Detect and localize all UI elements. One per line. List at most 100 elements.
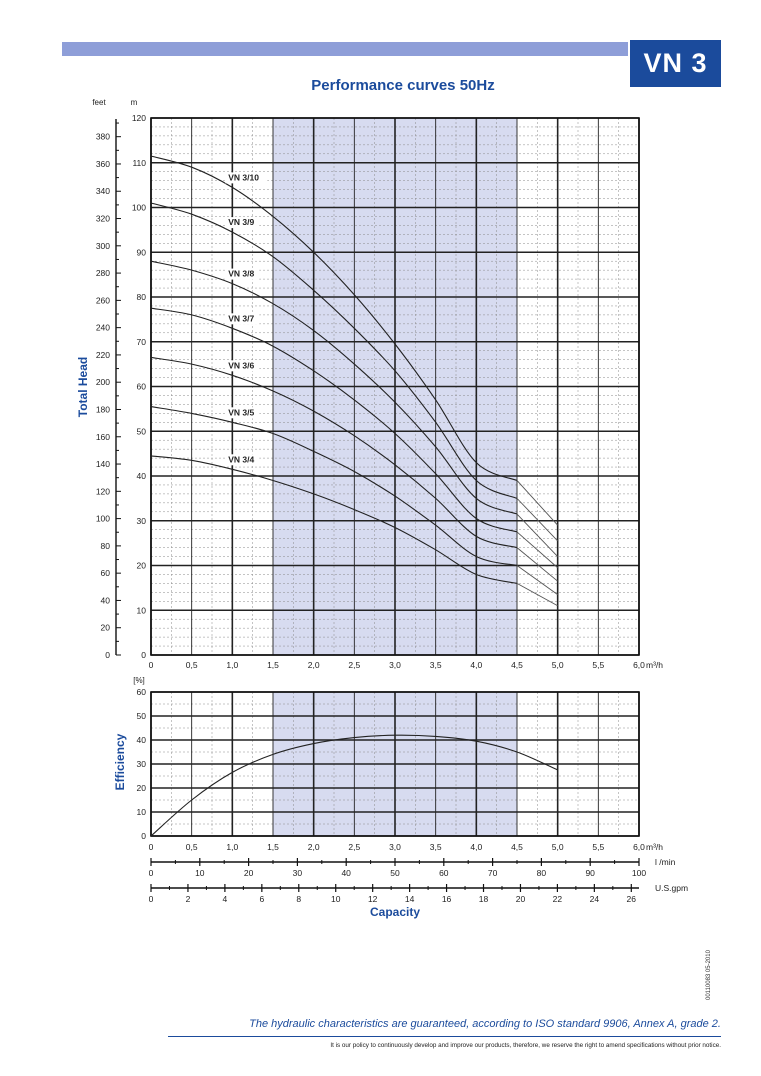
eff-x-tick: 0 <box>149 842 154 852</box>
head-y-tick-m: 60 <box>137 382 147 392</box>
eff-y-tick: 0 <box>141 831 146 841</box>
eff-x-tick: 3,5 <box>430 842 442 852</box>
policy-note: It is our policy to continuously develop… <box>330 1042 721 1049</box>
head-x-tick: 5,0 <box>552 660 564 670</box>
series-label: VN 3/10 <box>228 172 259 182</box>
series-label-bg <box>225 407 260 419</box>
head-y-tick-ft: 80 <box>101 541 111 551</box>
capacity-axis-label: Capacity <box>370 905 420 919</box>
head-curve-vn-3-9 <box>150 202 518 499</box>
head-y-tick-ft: 140 <box>96 459 110 469</box>
head-y-tick-m: 20 <box>137 561 147 571</box>
lmin-axis-tick-label: 70 <box>488 868 498 878</box>
head-plot-frame <box>150 117 640 656</box>
head-y-tick-ft: 0 <box>105 650 110 660</box>
eff-x-tick: 4,5 <box>511 842 523 852</box>
eff-y-tick: 30 <box>137 759 147 769</box>
head-curve-vn-3-5 <box>150 406 518 567</box>
head-curve-vn-3-10 <box>150 155 518 482</box>
series-label: VN 3/6 <box>228 360 254 370</box>
eff-x-tick: 3,0 <box>389 842 401 852</box>
head-y-tick-m: 10 <box>137 605 147 615</box>
head-y-tick-ft: 280 <box>96 268 110 278</box>
head-y-tick-m: 80 <box>137 292 147 302</box>
lmin-axis-tick-label: 90 <box>585 868 595 878</box>
series-label-bg <box>225 217 260 229</box>
head-y-tick-ft: 240 <box>96 323 110 333</box>
eff-axis-label: Efficiency <box>113 733 127 790</box>
lmin-axis-tick-label: 100 <box>632 868 646 878</box>
eff-x-tick: 6,0 <box>633 842 645 852</box>
gpm-axis-tick-label: 2 <box>186 894 191 904</box>
head-axis-label: Total Head <box>76 357 90 417</box>
series-label-bg <box>225 313 260 325</box>
gpm-axis-tick-label: 20 <box>516 894 526 904</box>
head-y-tick-ft: 360 <box>96 159 110 169</box>
metre-unit-label: m <box>131 98 138 107</box>
lmin-axis-tick-label: 0 <box>149 868 154 878</box>
eff-y-tick: 20 <box>137 783 147 793</box>
lmin-axis-unit: l /min <box>655 857 676 867</box>
head-x-tick: 3,0 <box>389 660 401 670</box>
gpm-axis-tick-label: 4 <box>223 894 228 904</box>
eff-plot-frame <box>150 691 640 837</box>
eff-x-tick: 5,0 <box>552 842 564 852</box>
eff-y-tick: 50 <box>137 711 147 721</box>
head-curve-tail <box>516 531 558 569</box>
head-y-tick-ft: 220 <box>96 350 110 360</box>
gpm-axis-tick-label: 6 <box>259 894 264 904</box>
gpm-axis-tick-label: 10 <box>331 894 341 904</box>
gpm-axis-unit: U.S.gpm <box>655 883 688 893</box>
head-curve-tail <box>516 565 558 595</box>
eff-x-tick: 1,5 <box>267 842 279 852</box>
series-label-bg <box>225 360 260 372</box>
gpm-axis-tick-label: 22 <box>553 894 563 904</box>
lmin-axis-tick-label: 80 <box>537 868 547 878</box>
gpm-axis-tick-label: 0 <box>149 894 154 904</box>
head-curve-vn-3-6 <box>150 356 518 549</box>
head-x-tick: 6,0 <box>633 660 645 670</box>
head-x-tick: 1,0 <box>226 660 238 670</box>
head-y-tick-ft: 40 <box>101 595 111 605</box>
guarantee-note: The hydraulic characteristics are guaran… <box>249 1018 721 1030</box>
efficiency-curve <box>150 734 558 837</box>
head-y-tick-ft: 300 <box>96 241 110 251</box>
lmin-axis-tick-label: 20 <box>244 868 254 878</box>
head-curve-tail <box>516 547 558 582</box>
head-curve-vn-3-8 <box>150 260 518 515</box>
head-y-tick-m: 90 <box>137 247 147 257</box>
head-curve-tail <box>516 583 558 607</box>
head-y-tick-ft: 120 <box>96 486 110 496</box>
eff-unit-label: [%] <box>133 676 145 685</box>
head-curve-vn-3-7 <box>150 307 518 533</box>
head-x-tick: 2,5 <box>348 660 360 670</box>
eff-y-tick: 60 <box>137 687 147 697</box>
model-badge: VN 3 <box>630 40 721 87</box>
head-y-tick-m: 50 <box>137 426 147 436</box>
footer-rule <box>168 1036 721 1037</box>
eff-x-tick: 1,0 <box>226 842 238 852</box>
series-label-bg <box>225 268 260 280</box>
head-y-tick-ft: 20 <box>101 623 111 633</box>
head-y-tick-m: 40 <box>137 471 147 481</box>
head-x-tick: 3,5 <box>430 660 442 670</box>
series-label-bg <box>225 454 260 466</box>
gpm-axis-tick-label: 24 <box>590 894 600 904</box>
head-y-tick-ft: 200 <box>96 377 110 387</box>
head-x-tick: 4,5 <box>511 660 523 670</box>
header-bar <box>62 42 628 56</box>
head-y-tick-m: 110 <box>132 158 146 168</box>
gpm-axis-tick-label: 12 <box>368 894 378 904</box>
gpm-axis-tick-label: 18 <box>479 894 489 904</box>
head-x-tick: 1,5 <box>267 660 279 670</box>
eff-x-tick: 2,0 <box>308 842 320 852</box>
head-y-tick-m: 70 <box>137 337 147 347</box>
head-y-tick-ft: 60 <box>101 568 111 578</box>
head-y-tick-ft: 180 <box>96 404 110 414</box>
head-y-tick-ft: 380 <box>96 132 110 142</box>
head-curve-tail <box>516 480 559 526</box>
head-y-tick-ft: 160 <box>96 432 110 442</box>
eff-x-tick: 5,5 <box>592 842 604 852</box>
eff-x-tick: 0,5 <box>186 842 198 852</box>
series-label-bg <box>225 172 268 184</box>
